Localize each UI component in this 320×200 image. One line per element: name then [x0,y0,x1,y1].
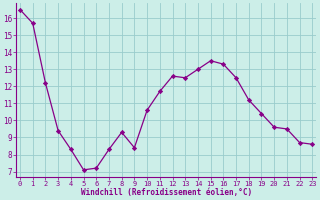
X-axis label: Windchill (Refroidissement éolien,°C): Windchill (Refroidissement éolien,°C) [81,188,252,197]
